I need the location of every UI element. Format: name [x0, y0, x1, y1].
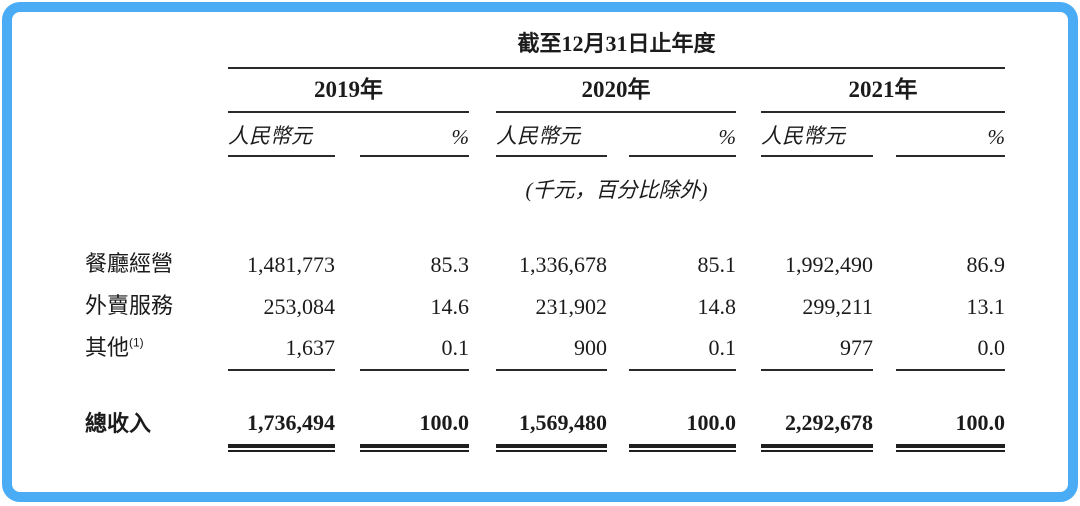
value-cell: 1,637	[228, 328, 335, 371]
column-gap	[607, 286, 629, 328]
value-cell: 14.6	[430, 294, 470, 319]
column-gap	[607, 404, 629, 446]
column-gap	[736, 68, 761, 112]
column-gap	[335, 112, 360, 156]
row-label: 餐廳經營	[85, 244, 228, 286]
value-cell: 13.1	[966, 294, 1006, 319]
value-cell: 85.1	[697, 252, 737, 277]
column-gap	[873, 328, 896, 370]
total-row-label: 總收入	[85, 404, 228, 446]
column-gap	[469, 328, 496, 370]
column-gap	[335, 286, 360, 328]
footnote-marker: (1)	[129, 335, 144, 350]
value-cell: 0.0	[896, 328, 1006, 371]
column-gap	[873, 404, 896, 446]
column-gap	[335, 328, 360, 370]
year-header-2021: 2021年	[761, 68, 1006, 113]
total-value-cell: 2,292,678	[761, 404, 873, 452]
table-title: 截至12月31日止年度	[228, 26, 1006, 69]
column-gap	[469, 112, 496, 156]
value-cell: 231,902	[535, 294, 608, 319]
column-gap	[736, 286, 761, 328]
table-row-others: 其他(1) 1,637 0.1 900 0.1 977 0.0	[85, 328, 1006, 371]
year-header-2020: 2020年	[496, 68, 736, 113]
total-value-cell: 100.0	[360, 404, 469, 452]
column-gap	[736, 404, 761, 446]
value-cell: 14.8	[697, 294, 737, 319]
table-row-restaurant-operation: 餐廳經營 1,481,773 85.3 1,336,678 85.1 1,992…	[85, 244, 1005, 286]
column-gap	[85, 156, 228, 208]
percent-column-header: %	[360, 112, 469, 157]
row-label: 其他(1)	[85, 328, 228, 370]
unit-note: (千元，百分比除外)	[525, 178, 708, 202]
percent-column-header: %	[629, 112, 736, 157]
year-header-row: 2019年 2020年 2021年	[85, 68, 1006, 113]
spacer-row	[85, 208, 1005, 244]
unit-note-row: (千元，百分比除外)	[85, 156, 1005, 208]
value-cell: 299,211	[802, 294, 873, 319]
total-value-cell: 1,736,494	[228, 404, 335, 452]
value-cell: 900	[496, 328, 607, 371]
spacer-row	[85, 370, 1005, 404]
column-gap	[469, 286, 496, 328]
currency-column-header: 人民幣元	[496, 112, 607, 157]
column-gap	[85, 68, 228, 112]
column-gap	[607, 244, 629, 286]
row-label-text: 外賣服務	[85, 293, 174, 318]
column-gap	[469, 404, 496, 446]
value-cell: 977	[761, 328, 873, 371]
value-cell: 1,336,678	[519, 252, 607, 277]
column-gap	[873, 286, 896, 328]
revenue-breakdown-table: 截至12月31日止年度 2019年 2020年 2021年 人民幣元 % 人民幣…	[85, 26, 1006, 452]
column-gap	[335, 404, 360, 446]
row-label-text: 總收入	[85, 411, 152, 436]
column-gap	[85, 112, 228, 156]
total-value-cell: 100.0	[896, 404, 1006, 452]
value-cell: 86.9	[966, 252, 1006, 277]
table-header-row: 截至12月31日止年度	[85, 26, 1006, 69]
row-label-text: 其他	[85, 335, 130, 360]
row-label-text: 餐廳經營	[85, 251, 174, 276]
percent-column-header: %	[896, 112, 1006, 157]
column-gap	[873, 112, 896, 156]
column-gap	[736, 244, 761, 286]
value-cell: 1,992,490	[785, 252, 873, 277]
column-gap	[736, 112, 761, 156]
column-gap	[469, 244, 496, 286]
row-label: 外賣服務	[85, 286, 228, 328]
column-gap	[469, 68, 496, 112]
total-value-cell: 1,569,480	[496, 404, 607, 452]
column-gap	[607, 328, 629, 370]
column-gap	[607, 112, 629, 156]
column-gap	[85, 26, 228, 68]
year-header-2019: 2019年	[228, 68, 469, 113]
value-cell: 253,084	[263, 294, 336, 319]
column-gap	[335, 244, 360, 286]
value-cell: 0.1	[360, 328, 469, 371]
table-row-total-revenue: 總收入 1,736,494 100.0 1,569,480 100.0 2,29…	[85, 404, 1006, 452]
currency-column-header: 人民幣元	[761, 112, 873, 157]
table-row-delivery-service: 外賣服務 253,084 14.6 231,902 14.8 299,211 1…	[85, 286, 1005, 328]
value-cell: 0.1	[629, 328, 736, 371]
total-value-cell: 100.0	[629, 404, 736, 452]
value-cell: 1,481,773	[247, 252, 335, 277]
value-cell: 85.3	[430, 252, 470, 277]
currency-column-header: 人民幣元	[228, 112, 335, 157]
column-gap	[736, 328, 761, 370]
column-gap	[873, 244, 896, 286]
subheader-row: 人民幣元 % 人民幣元 % 人民幣元 %	[85, 112, 1006, 157]
